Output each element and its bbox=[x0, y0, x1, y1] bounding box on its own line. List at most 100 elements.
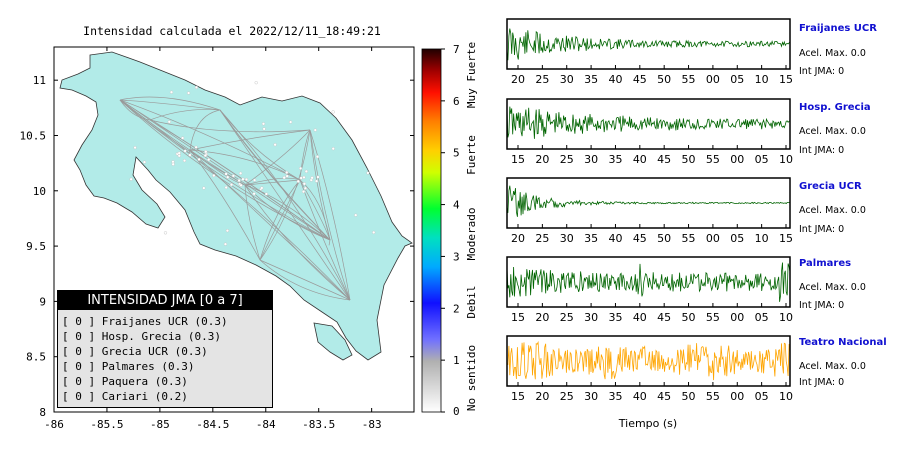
waveform-panel: 20 25 30 35 40 45 50 55 00 05 10 15 bbox=[506, 18, 793, 86]
station-accel: Acel. Max. 0.0 bbox=[799, 282, 866, 293]
seismic-station-marker bbox=[301, 190, 306, 194]
waveform-tick-label: 00 bbox=[730, 390, 744, 403]
road-line bbox=[149, 119, 311, 133]
seismic-station-marker bbox=[180, 136, 185, 140]
waveform-tick-label: 20 bbox=[535, 153, 549, 166]
waveform-trace bbox=[506, 28, 791, 61]
waveform-tick-label: 20 bbox=[535, 390, 549, 403]
road-line bbox=[219, 109, 301, 181]
waveform-tick-label: 35 bbox=[608, 311, 622, 324]
waveform-tick-label: 25 bbox=[560, 153, 574, 166]
road-line bbox=[259, 179, 301, 261]
road-line bbox=[259, 129, 311, 261]
legend-header: INTENSIDAD JMA [0 a 7] bbox=[58, 291, 272, 310]
station-jma: Int JMA: 0 bbox=[799, 300, 845, 311]
waveform-tick-label: 10 bbox=[755, 232, 769, 245]
station-jma: Int JMA: 0 bbox=[799, 145, 845, 156]
waveform-tick-label: 10 bbox=[755, 73, 769, 86]
road-line bbox=[259, 259, 351, 301]
road-line bbox=[119, 99, 151, 121]
seismic-station-marker bbox=[223, 242, 228, 246]
waveform-tick-label: 30 bbox=[560, 73, 574, 86]
seismic-station-marker bbox=[254, 81, 258, 85]
seismic-station-marker bbox=[225, 229, 230, 233]
map-x-tick-label: -86 bbox=[44, 418, 64, 431]
waveform-tick-label: 20 bbox=[511, 73, 525, 86]
station-name: Grecia UCR bbox=[799, 181, 862, 192]
waveform-tick-label: 45 bbox=[657, 311, 671, 324]
road-line bbox=[219, 109, 331, 241]
waveform-tick-label: 55 bbox=[706, 311, 720, 324]
waveform-panel: 15 20 25 30 35 40 45 50 55 00 05 10 bbox=[506, 335, 793, 403]
waveform-tick-label: 25 bbox=[535, 232, 549, 245]
waveform-frame bbox=[506, 18, 791, 70]
waveform-trace bbox=[506, 185, 790, 217]
road-line bbox=[219, 109, 351, 301]
map-x-tick-label: -84 bbox=[256, 418, 276, 431]
legend-row: [ 0 ] Grecia UCR (0.3) bbox=[62, 345, 208, 358]
waveform-tick-label: 05 bbox=[755, 311, 769, 324]
waveform-tick-label: 45 bbox=[657, 153, 671, 166]
waveform-frame bbox=[506, 335, 791, 387]
map-x-tick-label: -85 bbox=[150, 418, 170, 431]
seismic-station-marker bbox=[354, 213, 358, 217]
seismic-station-marker bbox=[260, 186, 264, 190]
station-jma: Int JMA: 0 bbox=[799, 377, 845, 388]
waveform-tick-label: 10 bbox=[779, 390, 793, 403]
seismic-station-marker bbox=[133, 146, 137, 150]
map-y-tick-label: 11 bbox=[33, 74, 46, 87]
map-x-tick-label: -84.5 bbox=[196, 418, 229, 431]
colorbar-category-debil: Debil bbox=[465, 285, 478, 318]
station-accel: Acel. Max. 0.0 bbox=[799, 361, 866, 372]
seismic-station-marker bbox=[366, 171, 370, 175]
road-line bbox=[189, 129, 311, 151]
road-line bbox=[119, 96, 221, 111]
seismic-station-marker bbox=[129, 177, 133, 181]
colorbar-category-muy-fuerte: Muy Fuerte bbox=[465, 42, 478, 108]
colorbar-tick-label: 3 bbox=[453, 250, 460, 263]
map-y-tick-label: 9 bbox=[39, 295, 46, 308]
seismic-station-marker bbox=[316, 175, 320, 179]
road-line bbox=[189, 149, 351, 301]
road-line bbox=[149, 109, 221, 121]
seismic-station-marker bbox=[304, 169, 308, 173]
waveform-tick-label: 55 bbox=[682, 73, 696, 86]
intensity-legend: INTENSIDAD JMA [0 a 7] [ 0 ] Fraijanes U… bbox=[57, 290, 273, 408]
waveform-tick-label: 45 bbox=[633, 73, 647, 86]
seismic-station-marker bbox=[188, 153, 192, 157]
map-x-tick-label: -83.5 bbox=[302, 418, 335, 431]
seismic-station-marker bbox=[171, 162, 175, 166]
waveform-tick-label: 50 bbox=[682, 390, 696, 403]
seismic-station-marker bbox=[303, 186, 308, 190]
waveform-tick-label: 00 bbox=[730, 153, 744, 166]
waveform-tick-label: 30 bbox=[584, 153, 598, 166]
waveform-tick-label: 00 bbox=[706, 232, 720, 245]
waveform-tick-label: 00 bbox=[706, 73, 720, 86]
seismic-station-marker bbox=[331, 110, 335, 114]
station-jma: Int JMA: 0 bbox=[799, 66, 845, 77]
waveform-tick-label: 45 bbox=[633, 232, 647, 245]
map-y-tick-label: 8.5 bbox=[26, 351, 46, 364]
station-name: Hosp. Grecia bbox=[799, 102, 871, 113]
seismic-station-marker bbox=[285, 174, 289, 178]
road-line bbox=[244, 184, 331, 241]
station-name: Palmares bbox=[799, 258, 852, 269]
station-accel: Acel. Max. 0.0 bbox=[799, 205, 866, 216]
map-y-tick-label: 10 bbox=[33, 185, 46, 198]
road-line bbox=[244, 129, 311, 186]
seismic-station-marker bbox=[262, 127, 266, 131]
seismic-station-marker bbox=[302, 182, 306, 186]
waveform-trace bbox=[506, 262, 791, 302]
colorbar-category-no-sentido: No sentido bbox=[465, 345, 478, 411]
waveform-tick-label: 15 bbox=[511, 390, 525, 403]
colorbar-tick-label: 1 bbox=[453, 354, 460, 367]
road-line bbox=[259, 259, 351, 301]
waveform-tick-label: 50 bbox=[682, 153, 696, 166]
seismic-station-marker bbox=[314, 179, 319, 183]
waveform-trace bbox=[506, 106, 791, 139]
station-name: Fraijanes UCR bbox=[799, 23, 877, 34]
map-x-tick-label: -83 bbox=[362, 418, 382, 431]
seismic-station-marker bbox=[288, 120, 293, 124]
colorbar-tick-label: 6 bbox=[453, 95, 460, 108]
seismic-station-marker bbox=[261, 122, 266, 126]
